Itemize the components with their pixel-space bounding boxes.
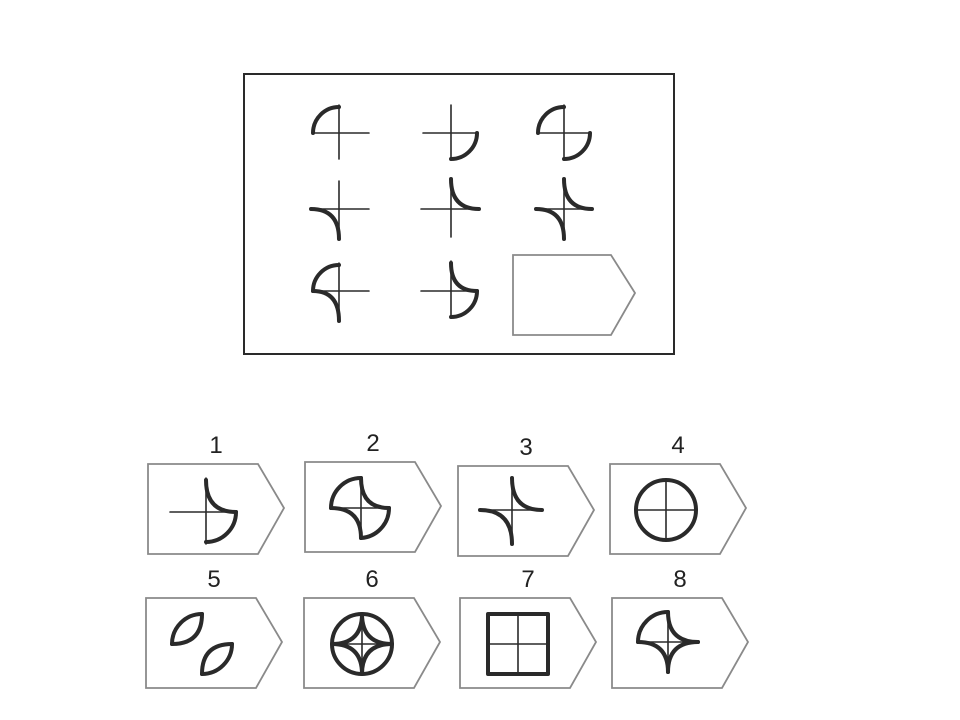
matrix-cell-r2c3: [528, 175, 604, 245]
option-number: 6: [365, 566, 379, 593]
option-figure: [145, 597, 284, 689]
option-number: 3: [519, 434, 533, 461]
option-figure: [457, 465, 596, 557]
matrix-cell-r1c3: [528, 97, 604, 167]
option-number: 5: [207, 566, 221, 593]
matrix-cell-r1c2: [415, 97, 491, 167]
option-figure: [147, 463, 286, 555]
option-number: 7: [521, 566, 535, 593]
matrix-cell-r3c2: [415, 255, 491, 329]
answer-slot[interactable]: [511, 251, 639, 339]
puzzle-matrix: [243, 73, 675, 355]
option-figure: [609, 463, 748, 555]
option-figure: [303, 597, 442, 689]
option-figure: [304, 461, 443, 553]
matrix-cell-r3c1: [303, 255, 379, 329]
option-number: 4: [671, 432, 685, 459]
matrix-cell-r2c1: [303, 175, 379, 245]
option-number: 8: [673, 566, 687, 593]
option-number: 1: [209, 432, 223, 459]
matrix-cell-r1c1: [303, 97, 379, 167]
matrix-cell-r2c2: [415, 175, 491, 245]
option-figure: [611, 597, 750, 689]
option-figure: [459, 597, 598, 689]
option-number: 2: [366, 430, 380, 457]
